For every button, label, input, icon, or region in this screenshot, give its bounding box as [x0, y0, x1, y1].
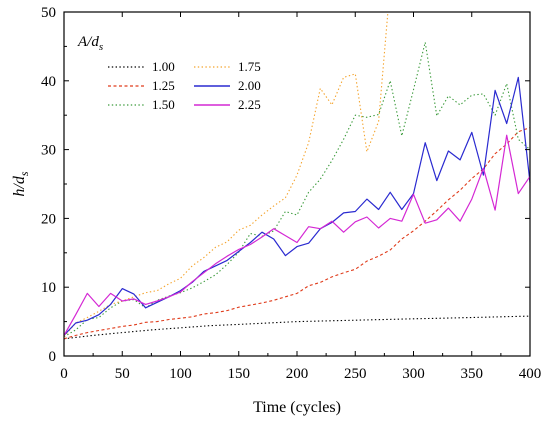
x-axis-title: Time (cycles) — [253, 399, 341, 416]
x-tick-label: 150 — [228, 366, 251, 382]
series-line-2-25 — [63, 134, 531, 336]
y-tick-label: 20 — [41, 211, 56, 227]
series-layer — [63, 11, 531, 340]
legend-title: A/ds — [77, 34, 103, 53]
legend-title-sub: s — [99, 41, 103, 53]
x-tick-label: 0 — [60, 366, 68, 382]
y-tick-label: 40 — [41, 74, 56, 90]
y-tick-label: 30 — [41, 143, 56, 159]
y-axis-title-main: h/d — [11, 175, 28, 196]
legend-label-1-75: 1.75 — [238, 59, 261, 74]
series-line-2-00 — [63, 76, 531, 336]
series-line-1-00 — [63, 315, 531, 340]
x-tick-label: 300 — [402, 366, 425, 382]
x-tick-label: 350 — [461, 366, 484, 382]
y-axis-title-sub: s — [17, 171, 31, 176]
legend: A/ds 1.00 1.75 1.25 2.00 1.50 2.25 — [77, 34, 261, 112]
legend-label-2-00: 2.00 — [238, 78, 261, 93]
y-tick-label: 10 — [41, 280, 56, 296]
legend-label-1-25: 1.25 — [152, 78, 175, 93]
x-tick-label: 100 — [169, 366, 192, 382]
ticks-layer: 0 50 100 150 200 250 300 350 400 0 10 20 30 40 50 — [41, 5, 541, 382]
x-tick-label: 50 — [115, 366, 130, 382]
legend-items: 1.00 1.75 1.25 2.00 1.50 2.25 — [108, 59, 261, 112]
legend-label-1-50: 1.50 — [152, 97, 175, 112]
plot-frame — [63, 11, 531, 357]
x-tick-label: 400 — [519, 366, 542, 382]
x-tick-label: 200 — [286, 366, 309, 382]
legend-label-2-25: 2.25 — [238, 97, 261, 112]
series-line-1-75 — [63, 11, 389, 338]
svg-text:h/ds: h/ds — [11, 171, 31, 196]
legend-title-main: A/d — [77, 34, 99, 50]
y-axis-title: h/ds — [11, 171, 31, 196]
y-tick-label: 0 — [49, 349, 57, 365]
series-line-1-25 — [63, 127, 531, 340]
series-line-1-50 — [63, 41, 531, 338]
legend-label-1-00: 1.00 — [152, 59, 175, 74]
y-tick-label: 50 — [41, 5, 56, 21]
x-tick-label: 250 — [344, 366, 367, 382]
